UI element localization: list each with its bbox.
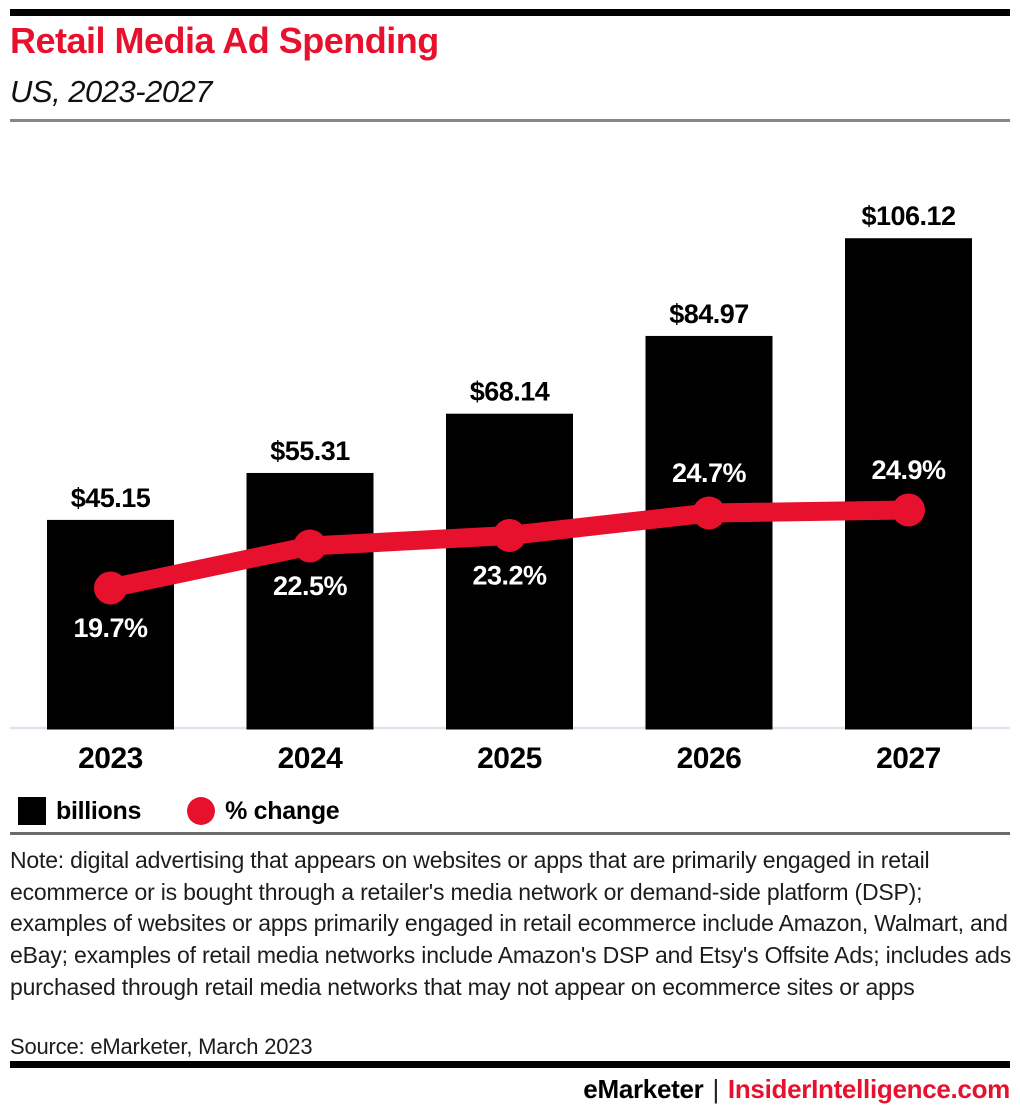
legend-bar-label: billions (56, 796, 142, 825)
year-label-2023: 2023 (78, 742, 143, 775)
footer-site-link: InsiderIntelligence.com (727, 1074, 1010, 1104)
bar-value-label-2023: $45.15 (71, 483, 151, 513)
chart-legend: billions % change (18, 795, 340, 827)
footer-separator: | (712, 1074, 719, 1104)
trend-value-label-2024: 22.5% (273, 571, 348, 601)
year-label-2025: 2025 (477, 742, 542, 775)
bar-2027 (845, 238, 972, 730)
bar-2024 (246, 472, 374, 730)
trend-marker-2025 (493, 519, 526, 552)
trend-marker-2027 (892, 493, 925, 527)
year-label-2024: 2024 (278, 742, 344, 775)
trend-value-label-2025: 23.2% (472, 561, 547, 591)
bar-2025 (446, 413, 573, 730)
year-label-2027: 2027 (876, 742, 941, 775)
trend-marker-2026 (692, 496, 726, 530)
footer-brand: eMarketer (583, 1074, 704, 1104)
trend-value-label-2026: 24.7% (672, 458, 747, 488)
trend-value-label-2023: 19.7% (73, 613, 148, 643)
year-label-2026: 2026 (677, 742, 742, 775)
trend-marker-2023 (94, 571, 127, 605)
legend-bar-swatch (18, 797, 46, 825)
legend-divider (10, 832, 1010, 835)
chart-subtitle: US, 2023-2027 (10, 74, 213, 109)
source-text: Source: eMarketer, March 2023 (10, 1034, 313, 1059)
bar-value-label-2025: $68.14 (470, 377, 550, 407)
bottom-rule (10, 1061, 1010, 1068)
header-divider (10, 119, 1010, 122)
chart-title: Retail Media Ad Spending (10, 20, 439, 61)
bar-2023 (47, 519, 174, 730)
legend-line-label: % change (225, 796, 340, 825)
bar-value-label-2024: $55.31 (270, 436, 350, 466)
legend-line-swatch (187, 797, 216, 825)
bar-value-label-2026: $84.97 (669, 299, 749, 329)
bar-2026 (645, 335, 773, 730)
trend-marker-2024 (293, 529, 327, 563)
top-rule (10, 9, 1010, 16)
bar-value-label-2027: $106.12 (861, 201, 955, 231)
note-text: Note: digital advertising that appears o… (10, 847, 1012, 1000)
footer-branding: eMarketer | InsiderIntelligence.com (10, 1074, 1010, 1105)
trend-value-label-2027: 24.9% (871, 455, 946, 485)
